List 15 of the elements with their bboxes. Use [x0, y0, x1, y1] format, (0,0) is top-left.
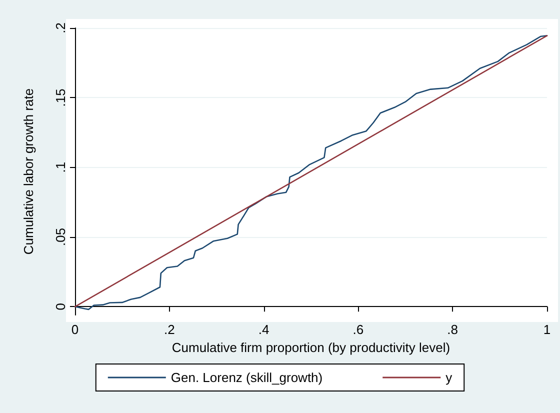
x-tick-label: .4 [258, 322, 270, 337]
y-tick-label: .1 [53, 162, 68, 173]
x-tick-label: .8 [447, 322, 458, 337]
y-tick-label: .2 [53, 22, 68, 34]
x-tick-label: 1 [543, 322, 551, 337]
x-tick-label: .2 [164, 322, 175, 337]
x-axis-title: Cumulative firm proportion (by productivity level) [172, 340, 450, 355]
legend-label: y [446, 370, 453, 385]
y-axis-title: Cumulative labor growth rate [21, 88, 36, 255]
y-tick-label: .15 [53, 88, 68, 107]
y-tick-label: .05 [53, 228, 68, 246]
x-tick-label: 0 [71, 322, 79, 337]
legend-label: Gen. Lorenz (skill_growth) [170, 370, 323, 385]
x-tick-label: .6 [352, 322, 364, 337]
y-tick-label: 0 [53, 303, 68, 310]
